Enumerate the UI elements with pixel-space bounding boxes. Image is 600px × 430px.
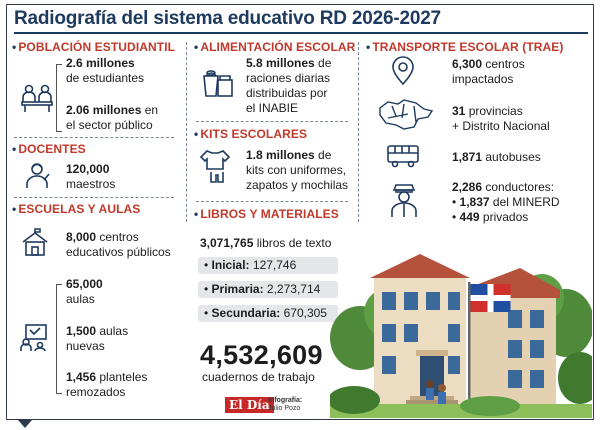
section-heading-transporte: • TRANSPORTE ESCOLAR (TRAE) [366, 40, 564, 54]
row-inicial: • Inicial: 127,746 [198, 257, 338, 274]
infographic-credit: Infografía: Julio Pozo [268, 397, 303, 412]
section-divider-1 [14, 137, 174, 138]
driver-icon [388, 182, 420, 218]
stat-cuadernos-number: 4,532,609 [200, 340, 323, 370]
stat-cuadernos-label: cuadernos de trabajo [202, 370, 315, 384]
bracket-aulas [56, 284, 62, 394]
section-heading-docentes: • DOCENTES [12, 142, 86, 156]
stat-provincias: 31 provincias + Distrito Nacional [452, 104, 550, 133]
title-underline [14, 32, 588, 34]
section-heading-alimentacion: • ALIMENTACIÓN ESCOLAR [194, 40, 356, 54]
bracket-poblacion [56, 64, 62, 132]
classroom-icon [20, 322, 50, 352]
section-heading-kits: • KITS ESCOLARES [194, 127, 308, 141]
stat-estudiantes: 2.6 millones de estudiantes [66, 56, 145, 85]
column-divider-2 [358, 42, 359, 222]
stat-autobuses: 1,871 autobuses [452, 150, 541, 164]
food-ration-icon [198, 64, 236, 98]
location-pin-icon [388, 56, 418, 86]
map-icon [378, 98, 434, 134]
section-divider-4 [196, 201, 348, 202]
el-dia-logo: El Día [225, 397, 274, 413]
school-illustration [328, 228, 600, 418]
stat-centros-impactados: 6,300 centros impactados [452, 57, 525, 86]
stat-aulas: 65,000 aulas [66, 277, 103, 306]
section-divider-3 [196, 121, 348, 122]
section-divider-2 [14, 197, 174, 198]
stat-sector-publico: 2.06 millones en el sector público [66, 103, 159, 132]
stat-maestros: 120,000 maestros [66, 162, 116, 191]
stat-libros-texto: 3,071,765 libros de texto [200, 236, 332, 250]
frame-pointer [18, 420, 32, 428]
row-secundaria: • Secundaria: 670,305 [198, 305, 338, 322]
section-heading-escuelas: • ESCUELAS Y AULAS [12, 202, 141, 216]
stat-centros-educativos: 8,000 centros educativos públicos [66, 230, 171, 259]
school-icon [20, 228, 50, 258]
stat-kits: 1.8 millones de kits con uniformes, zapa… [246, 148, 349, 192]
page-title: Radiografía del sistema educativo RD 202… [14, 8, 441, 29]
bus-icon [386, 144, 420, 168]
row-primaria: • Primaria: 2,273,714 [198, 281, 338, 298]
column-divider-1 [186, 42, 187, 222]
stat-conductores: 2,286 conductores: • 1,837 del MINERD • … [452, 180, 560, 224]
stat-aulas-nuevas: 1,500 aulas nuevas [66, 324, 129, 353]
teacher-icon [22, 160, 52, 190]
stat-planteles-remozados: 1,456 planteles remozados [66, 370, 148, 399]
stat-raciones: 5.8 millones de raciones diarias distrib… [246, 56, 332, 115]
students-icon [20, 82, 54, 114]
section-heading-poblacion: • POBLACIÓN ESTUDIANTIL [12, 40, 176, 54]
section-heading-libros: • LIBROS Y MATERIALES [194, 207, 339, 221]
uniform-icon [199, 148, 234, 184]
